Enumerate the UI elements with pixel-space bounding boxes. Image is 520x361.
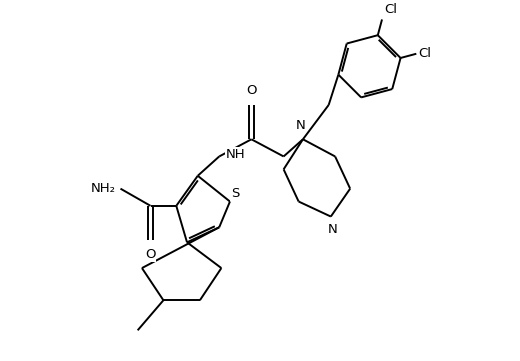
Text: O: O xyxy=(246,84,257,97)
Text: N: N xyxy=(296,118,306,131)
Text: N: N xyxy=(328,223,338,236)
Text: NH₂: NH₂ xyxy=(90,182,115,195)
Text: O: O xyxy=(145,248,156,261)
Text: Cl: Cl xyxy=(419,47,432,60)
Text: NH: NH xyxy=(226,148,245,161)
Text: S: S xyxy=(231,187,239,200)
Text: Cl: Cl xyxy=(384,3,397,16)
